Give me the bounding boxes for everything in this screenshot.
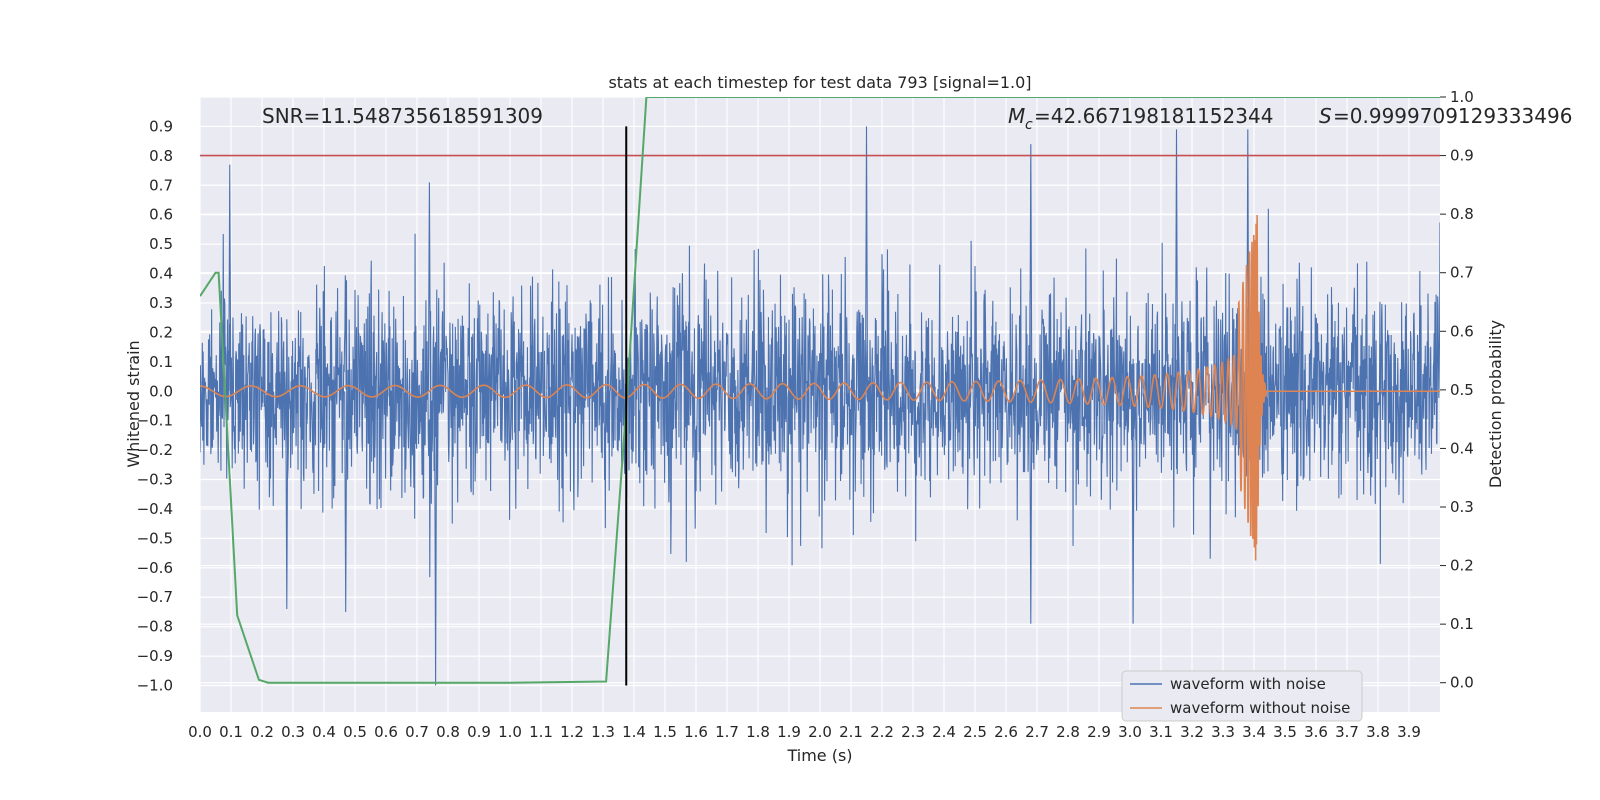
y-tick-label: 0.0 [149, 382, 173, 400]
x-tick-label: 1.4 [622, 723, 646, 741]
y-tick-label: 0.1 [149, 353, 173, 371]
x-tick-label: 2.2 [870, 723, 894, 741]
x-tick-label: 0.1 [219, 723, 243, 741]
x-tick-label: 1.9 [777, 723, 801, 741]
x-tick-label: 0.2 [250, 723, 274, 741]
y-tick-label: −0.7 [137, 588, 173, 606]
x-tick-label: 0.7 [405, 723, 429, 741]
x-tick-label: 0.0 [188, 723, 212, 741]
x-tick-label: 3.2 [1180, 723, 1204, 741]
legend: waveform with noise waveform without noi… [1121, 670, 1363, 722]
x-tick-label: 3.9 [1397, 723, 1421, 741]
y-tick-label: 0.2 [149, 323, 173, 341]
x-tick-label: 2.6 [994, 723, 1018, 741]
chart-title: stats at each timestep for test data 793… [608, 73, 1031, 92]
y-right-tick-label: 0.2 [1450, 557, 1474, 575]
x-tick-label: 1.0 [498, 723, 522, 741]
legend-label-clean: waveform without noise [1170, 699, 1350, 717]
x-tick-label: 0.4 [312, 723, 336, 741]
y-right-tick-label: 0.5 [1450, 381, 1474, 399]
x-tick-label: 1.1 [529, 723, 553, 741]
x-tick-label: 1.7 [715, 723, 739, 741]
y-tick-label: 0.9 [149, 117, 173, 135]
x-tick-label: 0.3 [281, 723, 305, 741]
y-tick-label: −0.5 [137, 529, 173, 547]
y-tick-label: −0.4 [137, 500, 173, 518]
x-tick-label: 2.8 [1056, 723, 1080, 741]
x-tick-label: 3.1 [1149, 723, 1173, 741]
y-right-tick-label: 0.3 [1450, 498, 1474, 516]
series-layer [200, 97, 1440, 686]
x-tick-label: 0.5 [343, 723, 367, 741]
y-right-tick-label: 0.8 [1450, 205, 1474, 223]
y-tick-label: 0.4 [149, 265, 173, 283]
x-tick-label: 2.0 [808, 723, 832, 741]
y-right-tick-label: 1.0 [1450, 88, 1474, 106]
y-right-tick-label: 0.7 [1450, 264, 1474, 282]
x-tick-label: 2.4 [932, 723, 956, 741]
series-clip-group [200, 97, 1440, 686]
s-symbol: S [1319, 104, 1332, 128]
y-tick-label: 0.6 [149, 206, 173, 224]
y-tick-label: 0.7 [149, 176, 173, 194]
x-tick-label: 0.9 [467, 723, 491, 741]
snr-annotation: SNR=11.548735618591309 [262, 104, 543, 128]
waveform-without-noise-line [200, 214, 1440, 561]
x-tick-label: 2.7 [1025, 723, 1049, 741]
x-tick-label: 0.6 [374, 723, 398, 741]
y-tick-label: −1.0 [137, 677, 173, 695]
mc-subscript: c [1025, 117, 1033, 133]
mc-value: =42.667198181152344 [1034, 104, 1273, 128]
x-tick-label: 3.4 [1242, 723, 1266, 741]
x-tick-label: 2.1 [839, 723, 863, 741]
y-right-tick-label: 0.1 [1450, 615, 1474, 633]
y-right-tick-label: 0.4 [1450, 439, 1474, 457]
x-tick-label: 3.0 [1118, 723, 1142, 741]
y-axis-label: Whitened strain [124, 340, 143, 467]
y-tick-label: −0.1 [137, 412, 173, 430]
x-tick-label: 1.5 [653, 723, 677, 741]
x-tick-label: 2.5 [963, 723, 987, 741]
y-tick-label: −0.9 [137, 647, 173, 665]
y-tick-label: 0.3 [149, 294, 173, 312]
y-tick-label: −0.2 [137, 441, 173, 459]
x-tick-label: 1.8 [746, 723, 770, 741]
y-right-tick-label: 0.6 [1450, 322, 1474, 340]
tick-labels: 0.0 0.1 0.2 0.3 0.4 0.5 0.6 0.7 0.8 0.9 1.0 1.1 1.2 1… [137, 88, 1474, 741]
x-axis-label: Time (s) [786, 746, 852, 765]
x-tick-label: 3.5 [1273, 723, 1297, 741]
detection-probability-line [200, 97, 1440, 684]
mc-symbol: M [1008, 104, 1025, 128]
x-tick-label: 1.3 [591, 723, 615, 741]
x-tick-label: 3.3 [1211, 723, 1235, 741]
y-tick-label: 0.5 [149, 235, 173, 253]
y-tick-label: 0.8 [149, 147, 173, 165]
waveform-with-noise-line [200, 126, 1440, 686]
y-right-tick-label: 0.9 [1450, 147, 1474, 165]
legend-label-noise: waveform with noise [1170, 675, 1326, 693]
legend-box [1121, 670, 1363, 722]
x-tick-label: 0.8 [436, 723, 460, 741]
x-tick-label: 1.2 [560, 723, 584, 741]
s-annotation: S =0.9999709129333496 [1319, 104, 1572, 128]
x-tick-label: 1.6 [684, 723, 708, 741]
y-right-tick-label: 0.0 [1450, 674, 1474, 692]
y-tick-label: −0.6 [137, 559, 173, 577]
x-tick-label: 3.6 [1304, 723, 1328, 741]
x-tick-label: 3.7 [1335, 723, 1359, 741]
chirp-mass-annotation: M c =42.667198181152344 [1008, 104, 1273, 133]
x-tick-label: 3.8 [1366, 723, 1390, 741]
x-tick-label: 2.3 [901, 723, 925, 741]
s-value: =0.9999709129333496 [1333, 104, 1572, 128]
y-tick-label: −0.3 [137, 471, 173, 489]
y-axis-right-label: Detection probability [1486, 320, 1505, 488]
x-tick-label: 2.9 [1087, 723, 1111, 741]
y-tick-label: −0.8 [137, 618, 173, 636]
